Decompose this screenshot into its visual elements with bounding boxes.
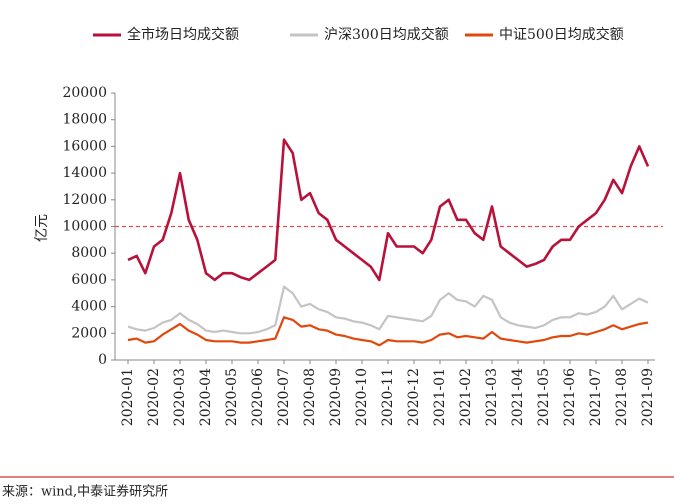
legend-label: 全市场日均成交额	[127, 26, 239, 43]
x-tick-label: 2021-04	[510, 368, 526, 426]
y-tick-label: 10000	[62, 219, 107, 235]
x-tick-label: 2020-01	[120, 368, 136, 426]
x-tick-label: 2021-07	[588, 368, 604, 426]
series-line	[127, 316, 649, 347]
y-axis-label: 亿元	[34, 214, 50, 242]
x-tick-label: 2021-02	[458, 368, 474, 426]
y-tick-label: 14000	[62, 165, 107, 181]
y-tick-label: 8000	[71, 245, 107, 261]
y-tick-label: 4000	[71, 299, 107, 315]
x-tick-label: 2020-07	[276, 368, 292, 426]
x-tick-label: 2020-11	[380, 368, 396, 426]
x-tick-label: 2020-12	[406, 368, 422, 426]
y-tick-label: 2000	[71, 325, 107, 341]
y-tick-label: 6000	[71, 272, 107, 288]
x-tick-label: 2021-06	[562, 368, 578, 426]
x-tick-label: 2021-03	[484, 368, 500, 426]
y-tick-label: 12000	[62, 192, 107, 208]
x-tick-label: 2021-08	[614, 368, 630, 426]
series-line	[127, 138, 650, 282]
x-tick-label: 2021-05	[536, 368, 552, 426]
x-tick-label: 2020-06	[250, 368, 266, 426]
y-tick-label: 18000	[62, 112, 107, 128]
y-tick-label: 16000	[62, 138, 107, 154]
legend-label: 沪深300日均成交额	[324, 26, 449, 43]
x-tick-label: 2021-01	[432, 368, 448, 426]
x-tick-label: 2020-05	[224, 368, 240, 426]
x-tick-label: 2020-02	[146, 368, 162, 426]
y-tick-label: 20000	[62, 85, 107, 101]
x-tick-label: 2020-03	[172, 368, 188, 426]
series-line	[127, 285, 649, 335]
x-tick-label: 2020-04	[198, 368, 214, 426]
x-tick-label: 2020-08	[302, 368, 318, 426]
x-tick-label: 2021-09	[640, 368, 656, 426]
x-tick-label: 2020-09	[328, 368, 344, 426]
source-note: 来源：wind,中泰证券研究所	[2, 484, 168, 500]
x-tick-label: 2020-10	[354, 368, 370, 426]
legend-label: 中证500日均成交额	[499, 26, 624, 43]
y-tick-label: 0	[98, 352, 107, 368]
